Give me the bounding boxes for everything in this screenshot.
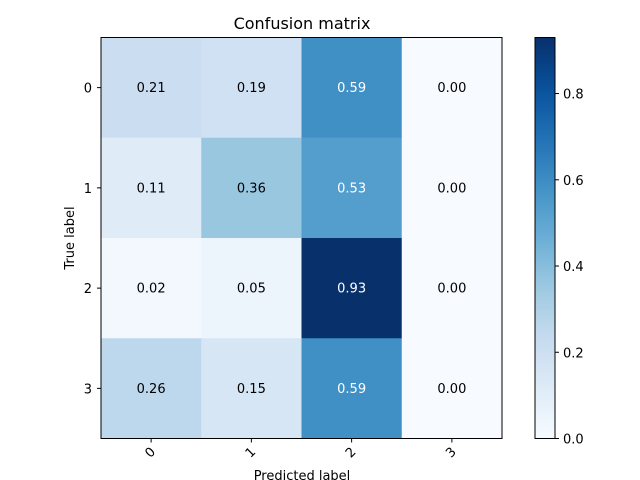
heatmap-cell xyxy=(301,338,403,439)
heatmap-cell xyxy=(101,238,202,339)
colorbar-frame xyxy=(534,37,556,439)
x-tick-label: 1 xyxy=(243,445,259,461)
x-tick-label: 0 xyxy=(142,445,158,461)
chart-title: Confusion matrix xyxy=(234,14,371,33)
cell-value-label: 0.26 xyxy=(137,382,166,397)
y-tick-label: 2 xyxy=(84,282,92,297)
heatmap-cell xyxy=(101,338,202,439)
heatmap-cell xyxy=(301,37,403,139)
colorbar-tick-label: 0.8 xyxy=(563,88,584,103)
x-tick-label: 2 xyxy=(343,445,359,461)
y-tick-label: 1 xyxy=(84,182,92,197)
heatmap-cell xyxy=(301,137,403,239)
heatmap-cells: 0.21 0.19 0.59 0.00 0.11 0.36 0.53 0.00 0.02 0.05… xyxy=(101,37,503,439)
colorbar-tick-label: 0.0 xyxy=(563,433,584,448)
cell-value-label: 0.00 xyxy=(437,382,466,397)
cell-value-label: 0.00 xyxy=(437,181,466,196)
y-axis-label: True label xyxy=(63,206,78,270)
cell-value-label: 0.05 xyxy=(237,282,266,297)
cell-value-label: 0.19 xyxy=(237,81,266,96)
y-tick-label: 0 xyxy=(84,82,92,97)
heatmap-cell xyxy=(201,338,302,439)
heatmap-cell xyxy=(301,238,403,339)
heatmap-cell xyxy=(201,37,302,139)
x-tick-label: 3 xyxy=(443,445,459,461)
colorbar-gradient xyxy=(535,37,555,439)
plot-frame xyxy=(100,37,503,439)
cell-value-label: 0.59 xyxy=(337,382,366,397)
colorbar-tick-label: 0.4 xyxy=(563,260,584,275)
heatmap-cell xyxy=(401,338,503,439)
heatmap-cell xyxy=(201,137,302,239)
cell-value-label: 0.00 xyxy=(437,81,466,96)
cell-value-label: 0.36 xyxy=(237,181,266,196)
cell-value-label: 0.00 xyxy=(437,282,466,297)
colorbar-tick-label: 0.6 xyxy=(563,174,584,189)
colorbar-tick-label: 0.2 xyxy=(563,346,584,361)
cell-value-label: 0.15 xyxy=(237,382,266,397)
x-axis-ticks: 0 1 2 3 xyxy=(142,438,460,461)
colorbar: 0.0 0.2 0.4 0.6 0.8 xyxy=(534,37,584,448)
cell-value-label: 0.53 xyxy=(337,181,366,196)
cell-value-label: 0.93 xyxy=(337,282,366,297)
cell-value-label: 0.59 xyxy=(337,81,366,96)
cell-value-label: 0.11 xyxy=(137,181,166,196)
x-axis-label: Predicted label xyxy=(254,469,351,480)
heatmap-cell xyxy=(101,137,202,239)
heatmap-cell xyxy=(401,238,503,339)
y-axis-ticks: 0 1 2 3 xyxy=(84,82,101,397)
heatmap-cell xyxy=(101,37,202,139)
cell-value-label: 0.21 xyxy=(137,81,166,96)
cell-value-label: 0.02 xyxy=(137,282,166,297)
heatmap-cell xyxy=(201,238,302,339)
y-tick-label: 3 xyxy=(84,382,92,397)
heatmap-cell xyxy=(401,137,503,239)
heatmap-cell xyxy=(401,37,503,139)
